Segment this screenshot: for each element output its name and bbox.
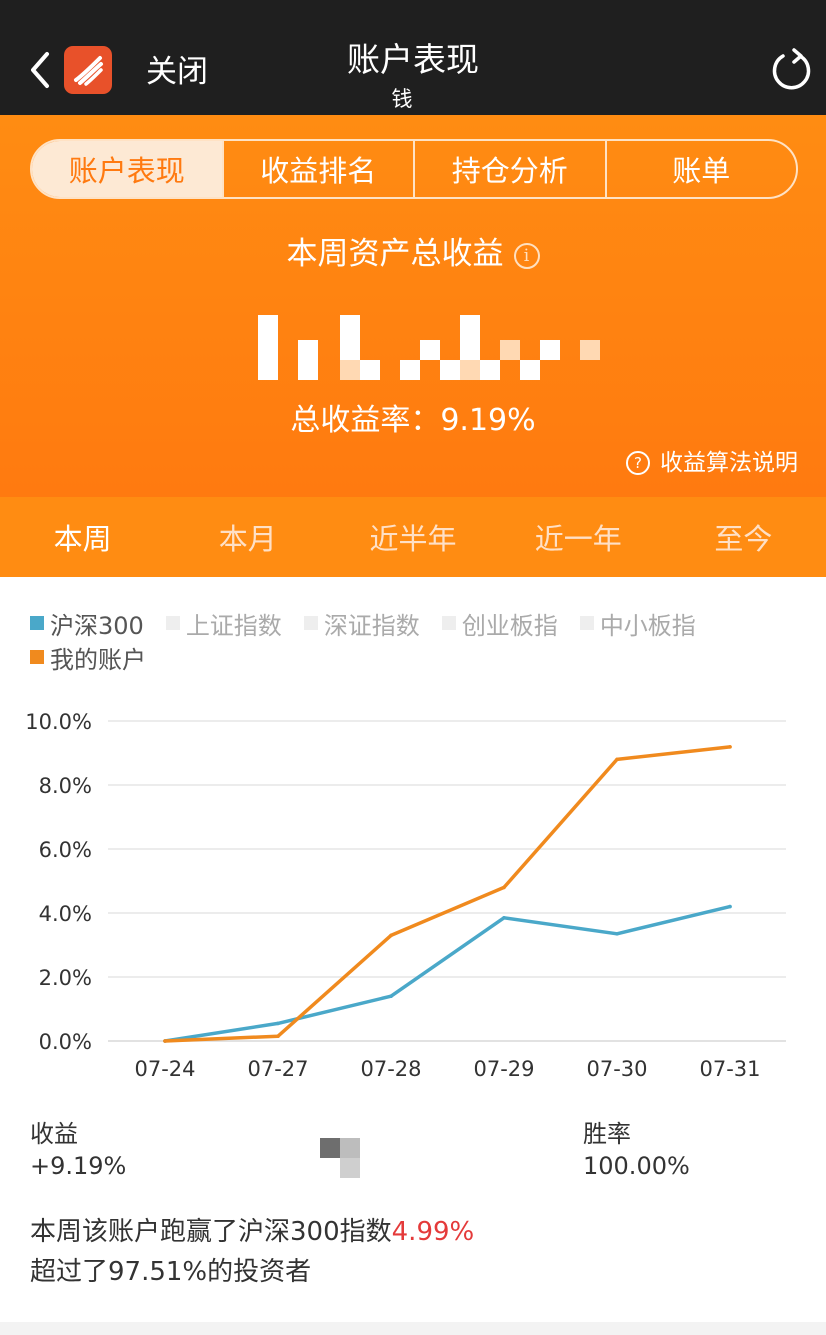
period-tab-half-year[interactable]: 近半年 xyxy=(369,522,457,556)
weekly-profit-heading: 本周资产总收益 i xyxy=(0,233,826,275)
legend-label: 创业板指 xyxy=(461,611,558,640)
data-point xyxy=(728,745,732,749)
data-point xyxy=(389,994,393,998)
tab-profit-ranking[interactable]: 收益排名 xyxy=(221,141,414,197)
legend-my-account[interactable]: 我的账户 xyxy=(30,640,146,675)
profit-algorithm-label: 收益算法说明 xyxy=(660,450,798,476)
hero-panel: 账户表现 收益排名 持仓分析 账单 本周资产总收益 i 总收益率：9.19% ? … xyxy=(0,115,826,497)
y-tick-label: 10.0% xyxy=(25,710,92,734)
legend-hs300[interactable]: 沪深300 xyxy=(30,606,144,641)
legend-sse[interactable]: 上证指数 xyxy=(165,606,282,641)
weekly-profit-title: 本周资产总收益 xyxy=(286,236,504,272)
series-line-2 xyxy=(163,745,732,1043)
masked-stat xyxy=(320,1138,362,1180)
legend-swatch xyxy=(30,650,44,664)
info-icon[interactable]: i xyxy=(513,242,540,269)
stat-winrate-label: 胜率 xyxy=(583,1120,631,1148)
period-tab-year[interactable]: 近一年 xyxy=(534,522,622,556)
performance-line-chart: 0.0% 2.0% 4.0% 6.0% 8.0% 10.0% 07-24 07-27 07-28… xyxy=(25,710,786,1081)
stat-profit-value: +9.19% xyxy=(30,1152,127,1180)
period-tab-week[interactable]: 本周 xyxy=(53,522,112,556)
x-tick-label: 07-24 xyxy=(134,1057,195,1081)
stat-winrate: 胜率 100.00% xyxy=(583,1118,690,1182)
stat-profit-label: 收益 xyxy=(30,1120,78,1148)
performance-summary: 本周该账户跑赢了沪深300指数4.99% 超过了97.51%的投资者 xyxy=(30,1212,810,1292)
data-point xyxy=(276,1034,280,1038)
y-tick-label: 2.0% xyxy=(39,966,92,990)
tab-holdings-analysis[interactable]: 持仓分析 xyxy=(413,141,605,197)
y-tick-label: 4.0% xyxy=(39,902,92,926)
app-logo-icon xyxy=(64,46,112,94)
data-point xyxy=(163,1039,167,1043)
x-tick-label: 07-29 xyxy=(473,1057,534,1081)
summary-line-1-text: 本周该账户跑赢了沪深300指数 xyxy=(30,1217,392,1247)
tab-account-performance[interactable]: 账户表现 xyxy=(32,141,222,197)
data-point xyxy=(276,1021,280,1026)
legend-chinext[interactable]: 创业板指 xyxy=(441,606,558,641)
segment-tabs: 账户表现 收益排名 持仓分析 账单 xyxy=(30,139,798,199)
summary-line-1: 本周该账户跑赢了沪深300指数4.99% xyxy=(30,1212,810,1252)
data-point xyxy=(502,916,506,920)
question-icon: ? xyxy=(626,451,650,475)
x-tick-label: 07-27 xyxy=(247,1057,308,1081)
series-line-1 xyxy=(163,904,732,1043)
x-tick-label: 07-28 xyxy=(360,1057,421,1081)
legend-label: 沪深300 xyxy=(50,611,144,640)
stat-profit: 收益 +9.19% xyxy=(30,1118,126,1182)
top-navbar: 关闭 账户表现 钱 xyxy=(0,0,826,115)
y-tick-label: 6.0% xyxy=(39,838,92,862)
total-profit-rate: 总收益率：9.19% xyxy=(290,403,536,438)
period-tabs: 本周 本月 近半年 近一年 至今 xyxy=(0,497,826,577)
data-point xyxy=(389,933,393,938)
back-icon[interactable] xyxy=(22,48,58,92)
legend-swatch xyxy=(441,616,456,630)
period-tab-month[interactable]: 本月 xyxy=(218,522,277,556)
data-point xyxy=(728,904,732,909)
stat-winrate-value: 100.00% xyxy=(583,1152,690,1180)
legend-swatch xyxy=(303,616,318,630)
period-tab-all[interactable]: 至今 xyxy=(714,522,773,556)
x-tick-label: 07-30 xyxy=(586,1057,647,1081)
outperform-value: 4.99% xyxy=(391,1217,475,1247)
legend-szse[interactable]: 深证指数 xyxy=(303,606,420,641)
legend-swatch xyxy=(165,616,180,630)
profit-algorithm-link[interactable]: ? 收益算法说明 xyxy=(626,447,798,479)
legend-sme[interactable]: 中小板指 xyxy=(579,606,696,641)
close-button[interactable]: 关闭 xyxy=(146,54,208,90)
chart-legend: 沪深300 上证指数 深证指数 创业板指 中小板指 我的账户 xyxy=(30,606,810,674)
legend-label: 深证指数 xyxy=(323,611,420,640)
masked-amount xyxy=(258,305,608,385)
legend-label: 中小板指 xyxy=(599,611,696,640)
y-tick-label: 8.0% xyxy=(39,774,92,798)
x-tick-label: 07-31 xyxy=(699,1057,760,1081)
legend-label: 我的账户 xyxy=(50,645,146,674)
legend-swatch xyxy=(579,616,594,630)
page-title: 账户表现 xyxy=(347,40,479,79)
data-point xyxy=(615,932,619,936)
page-subtitle: 钱 xyxy=(391,87,413,111)
legend-label: 上证指数 xyxy=(185,611,282,640)
stats-row: 收益 +9.19% 胜率 100.00% xyxy=(0,1118,826,1188)
tab-statement[interactable]: 账单 xyxy=(604,141,797,197)
data-point xyxy=(502,885,506,890)
summary-line-2: 超过了97.51%的投资者 xyxy=(30,1257,312,1287)
data-point xyxy=(615,757,619,762)
y-tick-label: 0.0% xyxy=(39,1030,92,1054)
refresh-icon[interactable] xyxy=(770,48,814,92)
footer-divider xyxy=(0,1322,826,1335)
legend-swatch xyxy=(30,616,44,630)
